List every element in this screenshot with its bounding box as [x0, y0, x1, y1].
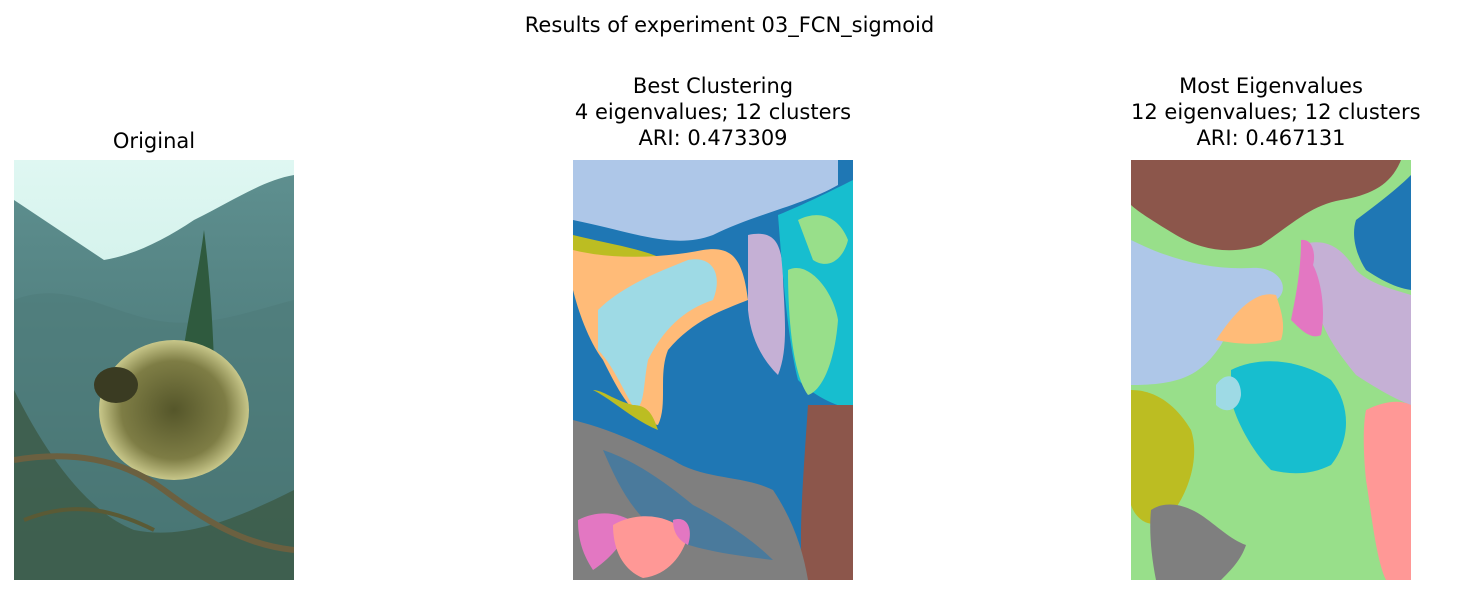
cluster-light-cyan — [598, 259, 717, 410]
branch-shape — [14, 453, 294, 553]
panel-original-title: Original — [14, 128, 294, 154]
foreground-region — [14, 390, 294, 580]
cluster-gray — [1150, 504, 1246, 580]
cluster-cyan — [1231, 361, 1346, 474]
title-line: 4 eigenvalues; 12 clusters — [574, 100, 852, 124]
cluster-brown — [1131, 160, 1401, 251]
cluster-pink — [673, 519, 690, 545]
title-line: ARI: 0.467131 — [1196, 126, 1346, 150]
figure-suptitle: Results of experiment 03_FCN_sigmoid — [524, 13, 935, 37]
title-line: 12 eigenvalues; 12 clusters — [1131, 100, 1421, 124]
cluster-purple — [748, 233, 786, 375]
cluster-olive-lower — [593, 390, 658, 430]
cluster-blue — [1354, 175, 1411, 290]
tree-region — [182, 230, 214, 368]
cluster-light-blue — [1131, 240, 1283, 385]
cluster-light-cyan — [1216, 376, 1241, 411]
cluster-purple — [1301, 242, 1411, 405]
cluster-orange — [1216, 294, 1284, 344]
title-line: ARI: 0.473309 — [638, 126, 788, 150]
cluster-pink — [1291, 239, 1324, 337]
panel-most-eigenvalues-title: Most Eigenvalues 12 eigenvalues; 12 clus… — [1131, 73, 1421, 151]
porcupine-head-shape — [94, 367, 138, 403]
cluster-green — [798, 215, 848, 264]
porcupine-shape — [99, 340, 249, 480]
panel-best-clustering-title: Best Clustering 4 eigenvalues; 12 cluste… — [573, 73, 853, 151]
cluster-olive — [1131, 390, 1195, 525]
cluster-blue-texture — [603, 450, 773, 560]
best-clustering-image — [573, 160, 853, 580]
cluster-salmon — [1363, 401, 1411, 580]
cluster-salmon — [613, 516, 688, 578]
cluster-green — [788, 268, 838, 395]
cluster-brown — [800, 405, 853, 580]
branch-shape-secondary — [23, 507, 155, 532]
title-line: Most Eigenvalues — [1179, 74, 1363, 98]
most-eigenvalues-image — [1131, 160, 1411, 580]
original-image — [14, 160, 294, 580]
title-line: Best Clustering — [632, 74, 794, 98]
title-line: Original — [112, 129, 196, 153]
cluster-light-blue — [573, 160, 838, 241]
